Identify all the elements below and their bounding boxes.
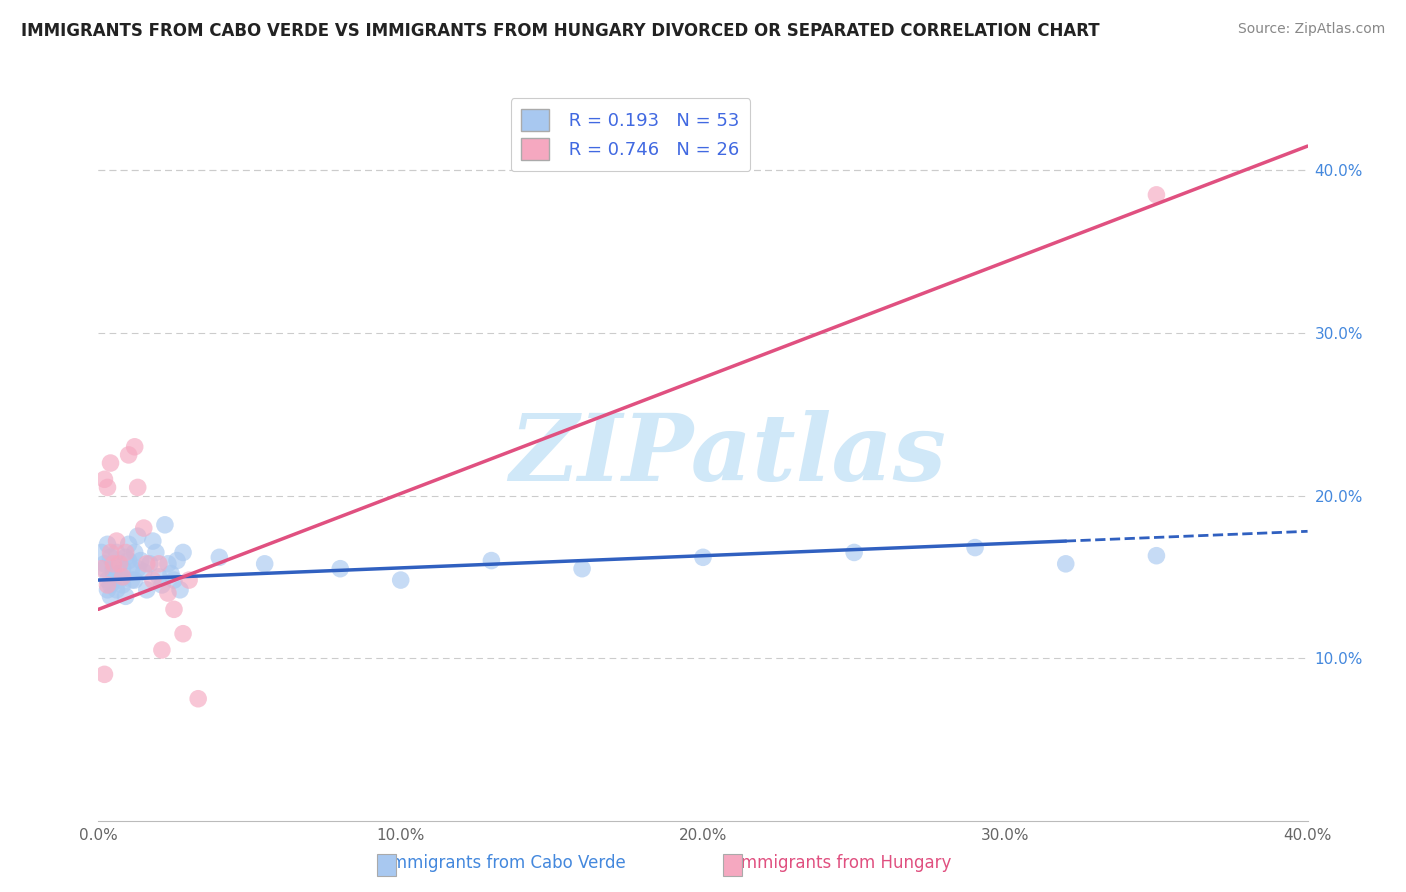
Text: Source: ZipAtlas.com: Source: ZipAtlas.com xyxy=(1237,22,1385,37)
Point xyxy=(111,578,134,592)
Point xyxy=(169,582,191,597)
Point xyxy=(118,448,141,462)
Point xyxy=(100,456,122,470)
Point xyxy=(93,472,115,486)
Point xyxy=(127,529,149,543)
Point xyxy=(166,553,188,567)
Point xyxy=(114,590,136,604)
Point xyxy=(1054,557,1077,571)
Text: Immigrants from Cabo Verde: Immigrants from Cabo Verde xyxy=(387,855,626,872)
Point xyxy=(1144,549,1167,563)
Text: Immigrants from Hungary: Immigrants from Hungary xyxy=(735,855,952,872)
Point xyxy=(100,590,122,604)
Legend:  R = 0.193   N = 53,  R = 0.746   N = 26: R = 0.193 N = 53, R = 0.746 N = 26 xyxy=(510,98,751,171)
Point xyxy=(208,550,231,565)
Point xyxy=(156,557,179,571)
Point xyxy=(135,557,157,571)
Point xyxy=(163,602,186,616)
Point xyxy=(103,566,125,581)
Point xyxy=(90,545,112,559)
Point xyxy=(105,582,128,597)
Point xyxy=(153,517,176,532)
Point xyxy=(163,573,186,587)
Text: ZIPatlas: ZIPatlas xyxy=(509,410,946,500)
Point xyxy=(118,537,141,551)
Point xyxy=(132,565,155,579)
Point xyxy=(389,573,412,587)
Point xyxy=(100,545,122,559)
Point xyxy=(111,562,134,576)
Point xyxy=(108,573,131,587)
Point xyxy=(124,440,146,454)
Point xyxy=(124,573,146,587)
Point xyxy=(100,550,122,565)
Point xyxy=(571,562,593,576)
Point xyxy=(111,570,134,584)
Point xyxy=(172,626,194,640)
Point xyxy=(179,573,201,587)
Point xyxy=(114,545,136,559)
Point xyxy=(160,566,183,581)
Point xyxy=(93,562,115,576)
Text: IMMIGRANTS FROM CABO VERDE VS IMMIGRANTS FROM HUNGARY DIVORCED OR SEPARATED CORR: IMMIGRANTS FROM CABO VERDE VS IMMIGRANTS… xyxy=(21,22,1099,40)
Point xyxy=(96,537,118,551)
Point xyxy=(103,562,125,576)
Point xyxy=(156,586,179,600)
Point xyxy=(100,578,122,592)
Point xyxy=(481,553,503,567)
Point xyxy=(148,557,170,571)
Point xyxy=(253,557,276,571)
Point xyxy=(105,534,128,549)
Point xyxy=(172,545,194,559)
Point xyxy=(135,582,157,597)
Point xyxy=(108,566,131,581)
Point xyxy=(187,691,209,706)
Point xyxy=(96,582,118,597)
Point xyxy=(692,550,714,565)
Point xyxy=(93,557,115,571)
Point xyxy=(132,521,155,535)
Point xyxy=(965,541,987,555)
Point xyxy=(105,545,128,559)
Point xyxy=(103,557,125,571)
Point xyxy=(148,570,170,584)
Point xyxy=(139,557,162,571)
Point xyxy=(90,562,112,576)
Point xyxy=(129,553,152,567)
Point xyxy=(1144,187,1167,202)
Point xyxy=(124,545,146,559)
Point xyxy=(150,643,173,657)
Point xyxy=(150,578,173,592)
Point xyxy=(142,534,165,549)
Point xyxy=(108,557,131,571)
Point xyxy=(329,562,352,576)
Point xyxy=(142,573,165,587)
Point xyxy=(118,553,141,567)
Point xyxy=(121,573,143,587)
Point xyxy=(121,562,143,576)
Point xyxy=(93,667,115,681)
Point xyxy=(127,562,149,576)
Point xyxy=(96,573,118,587)
Point xyxy=(96,578,118,592)
Point xyxy=(127,480,149,494)
Point xyxy=(96,480,118,494)
Point xyxy=(114,550,136,565)
Point xyxy=(844,545,866,559)
Point xyxy=(145,545,167,559)
